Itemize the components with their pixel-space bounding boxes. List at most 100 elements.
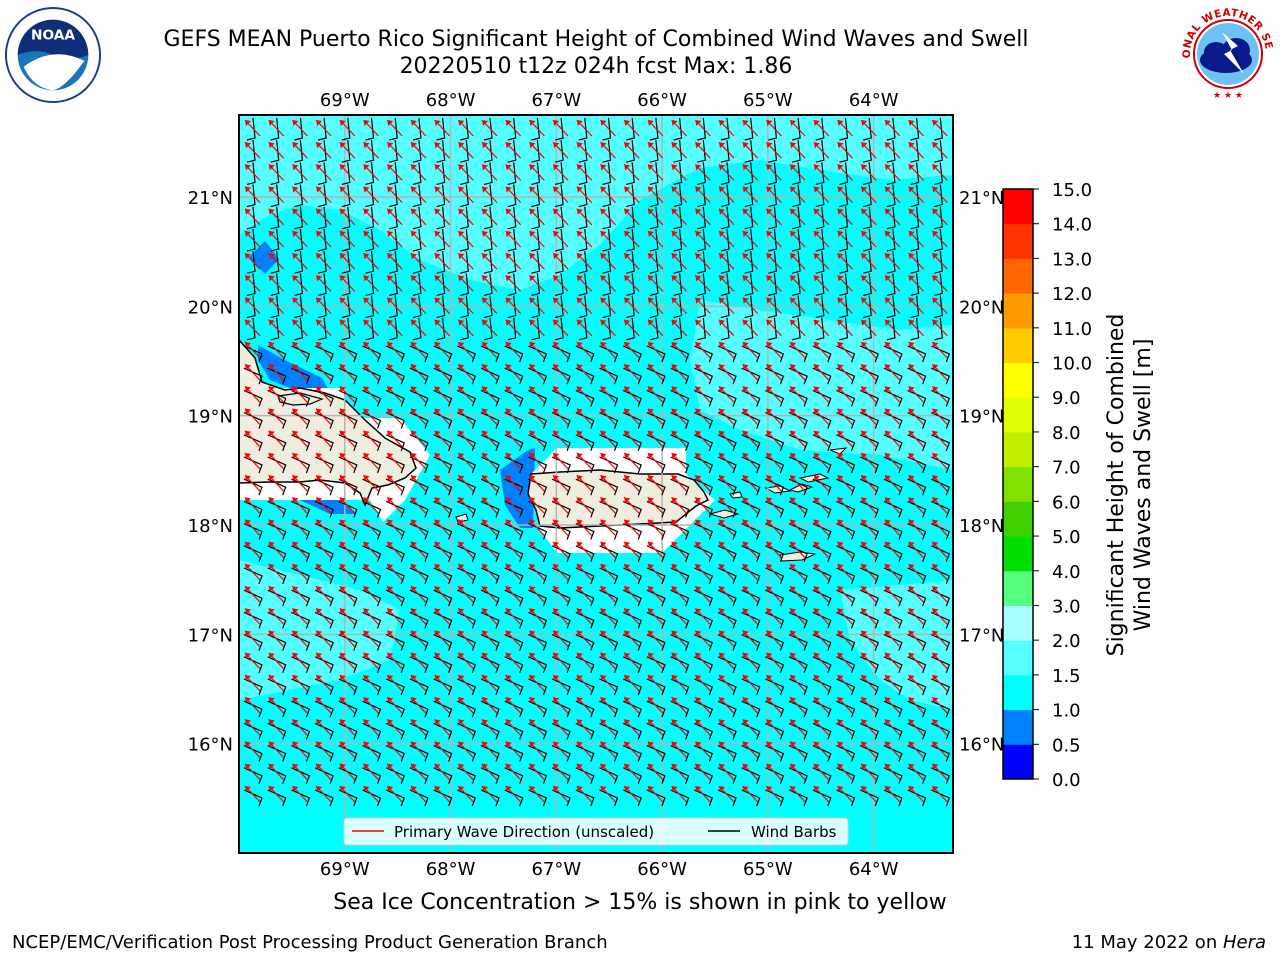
wind-barb [649, 295, 659, 319]
wave-arrow-head [363, 186, 370, 193]
wind-barb [859, 500, 879, 518]
wind-barb [602, 140, 612, 163]
wave-arrow-head [458, 142, 465, 149]
wind-barb [409, 389, 429, 407]
wind-barb [317, 117, 327, 141]
wave-arrow-head [790, 475, 797, 482]
wave-arrow-head [695, 297, 702, 304]
wave-arrow-head [268, 275, 275, 282]
wind-barb [436, 206, 446, 230]
wind-barb [815, 295, 825, 319]
chart-subtitle: 20220510 t12z 024h fcst Max: 1.86 [399, 54, 793, 79]
wave-arrow-head [932, 697, 939, 704]
wind-barb [531, 162, 541, 185]
wind-barb [409, 634, 429, 651]
wave-arrow-head [742, 364, 749, 371]
wave-arrow-head [268, 319, 275, 326]
colorbar-tick-label: 13.0 [1052, 249, 1092, 270]
wave-arrow-head [339, 253, 346, 260]
wind-barb [389, 162, 398, 185]
wind-barb [433, 634, 453, 651]
wave-arrow-head [363, 164, 370, 171]
wave-arrow-head [387, 652, 394, 659]
wave-arrow-head [387, 364, 394, 371]
wave-arrow-head [884, 342, 891, 348]
wind-barb [267, 523, 287, 540]
wave-arrow-head [316, 497, 323, 504]
wave-arrow-head [316, 275, 323, 282]
wind-barb [670, 478, 690, 496]
wave-arrow-head [268, 186, 275, 193]
wave-arrow-head [742, 408, 749, 415]
wind-barb [765, 589, 785, 607]
wave-arrow-head [529, 608, 536, 615]
wind-barb [673, 206, 683, 230]
wind-barb [317, 317, 327, 341]
wave-arrow-head [387, 120, 394, 126]
wave-arrow-head [766, 564, 773, 570]
wind-barb [338, 745, 358, 762]
wave-arrow-head [932, 719, 939, 726]
wind-barb [507, 295, 517, 319]
wind-barb [483, 228, 493, 252]
wind-barb [457, 611, 477, 629]
wind-barb [409, 478, 429, 496]
wind-barb [385, 456, 405, 474]
wave-arrow-head [458, 275, 465, 282]
wave-arrow-head [576, 586, 583, 593]
wind-barb [314, 523, 334, 540]
wave-arrow-head [268, 741, 275, 748]
wind-barb [934, 228, 943, 252]
wind-barb [788, 656, 808, 674]
wave-arrow-head [410, 652, 417, 659]
wind-barb [697, 206, 706, 230]
wind-barb [267, 656, 287, 674]
wind-barb [646, 589, 666, 607]
wind-barb [694, 700, 714, 718]
wave-arrow-head [576, 430, 583, 437]
wave-arrow-head [458, 697, 465, 704]
wind-barb [412, 251, 422, 274]
wave-arrow-head [884, 719, 891, 726]
wind-barb [765, 767, 785, 785]
wind-barb [504, 700, 524, 718]
wave-arrow-head [505, 741, 512, 748]
wind-barb [646, 545, 666, 563]
wave-arrow-head [624, 297, 631, 304]
wave-arrow-head [908, 719, 915, 726]
wind-barb [267, 567, 287, 585]
wind-barb [243, 678, 263, 696]
wind-barb [883, 345, 903, 363]
wind-barb [673, 117, 683, 141]
wind-barb [859, 434, 879, 452]
wind-barb [931, 345, 951, 363]
wave-arrow-head [387, 319, 394, 326]
wave-arrow-head [458, 630, 465, 637]
wind-barb [291, 345, 311, 363]
wave-arrow-head [245, 697, 251, 704]
wave-arrow-head [268, 453, 275, 459]
wave-arrow-head [647, 208, 654, 215]
wave-arrow-head [624, 253, 631, 260]
wave-arrow-head [387, 608, 394, 615]
wave-arrow-head [837, 342, 844, 348]
wind-barb [863, 251, 872, 274]
wave-arrow-head [695, 364, 702, 371]
wave-arrow-head [529, 763, 536, 770]
wind-barb [717, 367, 737, 385]
wave-arrow-head [624, 675, 631, 681]
wind-barb [646, 611, 666, 629]
wind-barb [859, 611, 879, 629]
wave-arrow-head [790, 497, 797, 504]
wave-arrow-head [482, 364, 488, 371]
wave-arrow-head [339, 608, 346, 615]
wind-barb [457, 722, 477, 740]
wind-barb [480, 678, 500, 696]
wind-barb [243, 478, 263, 496]
wave-arrow-head [719, 297, 725, 304]
wave-arrow-head [387, 164, 394, 171]
wave-arrow-head [482, 275, 488, 282]
wave-arrow-head [268, 164, 275, 171]
wind-barb [460, 206, 469, 230]
wave-arrow-head [932, 297, 939, 304]
